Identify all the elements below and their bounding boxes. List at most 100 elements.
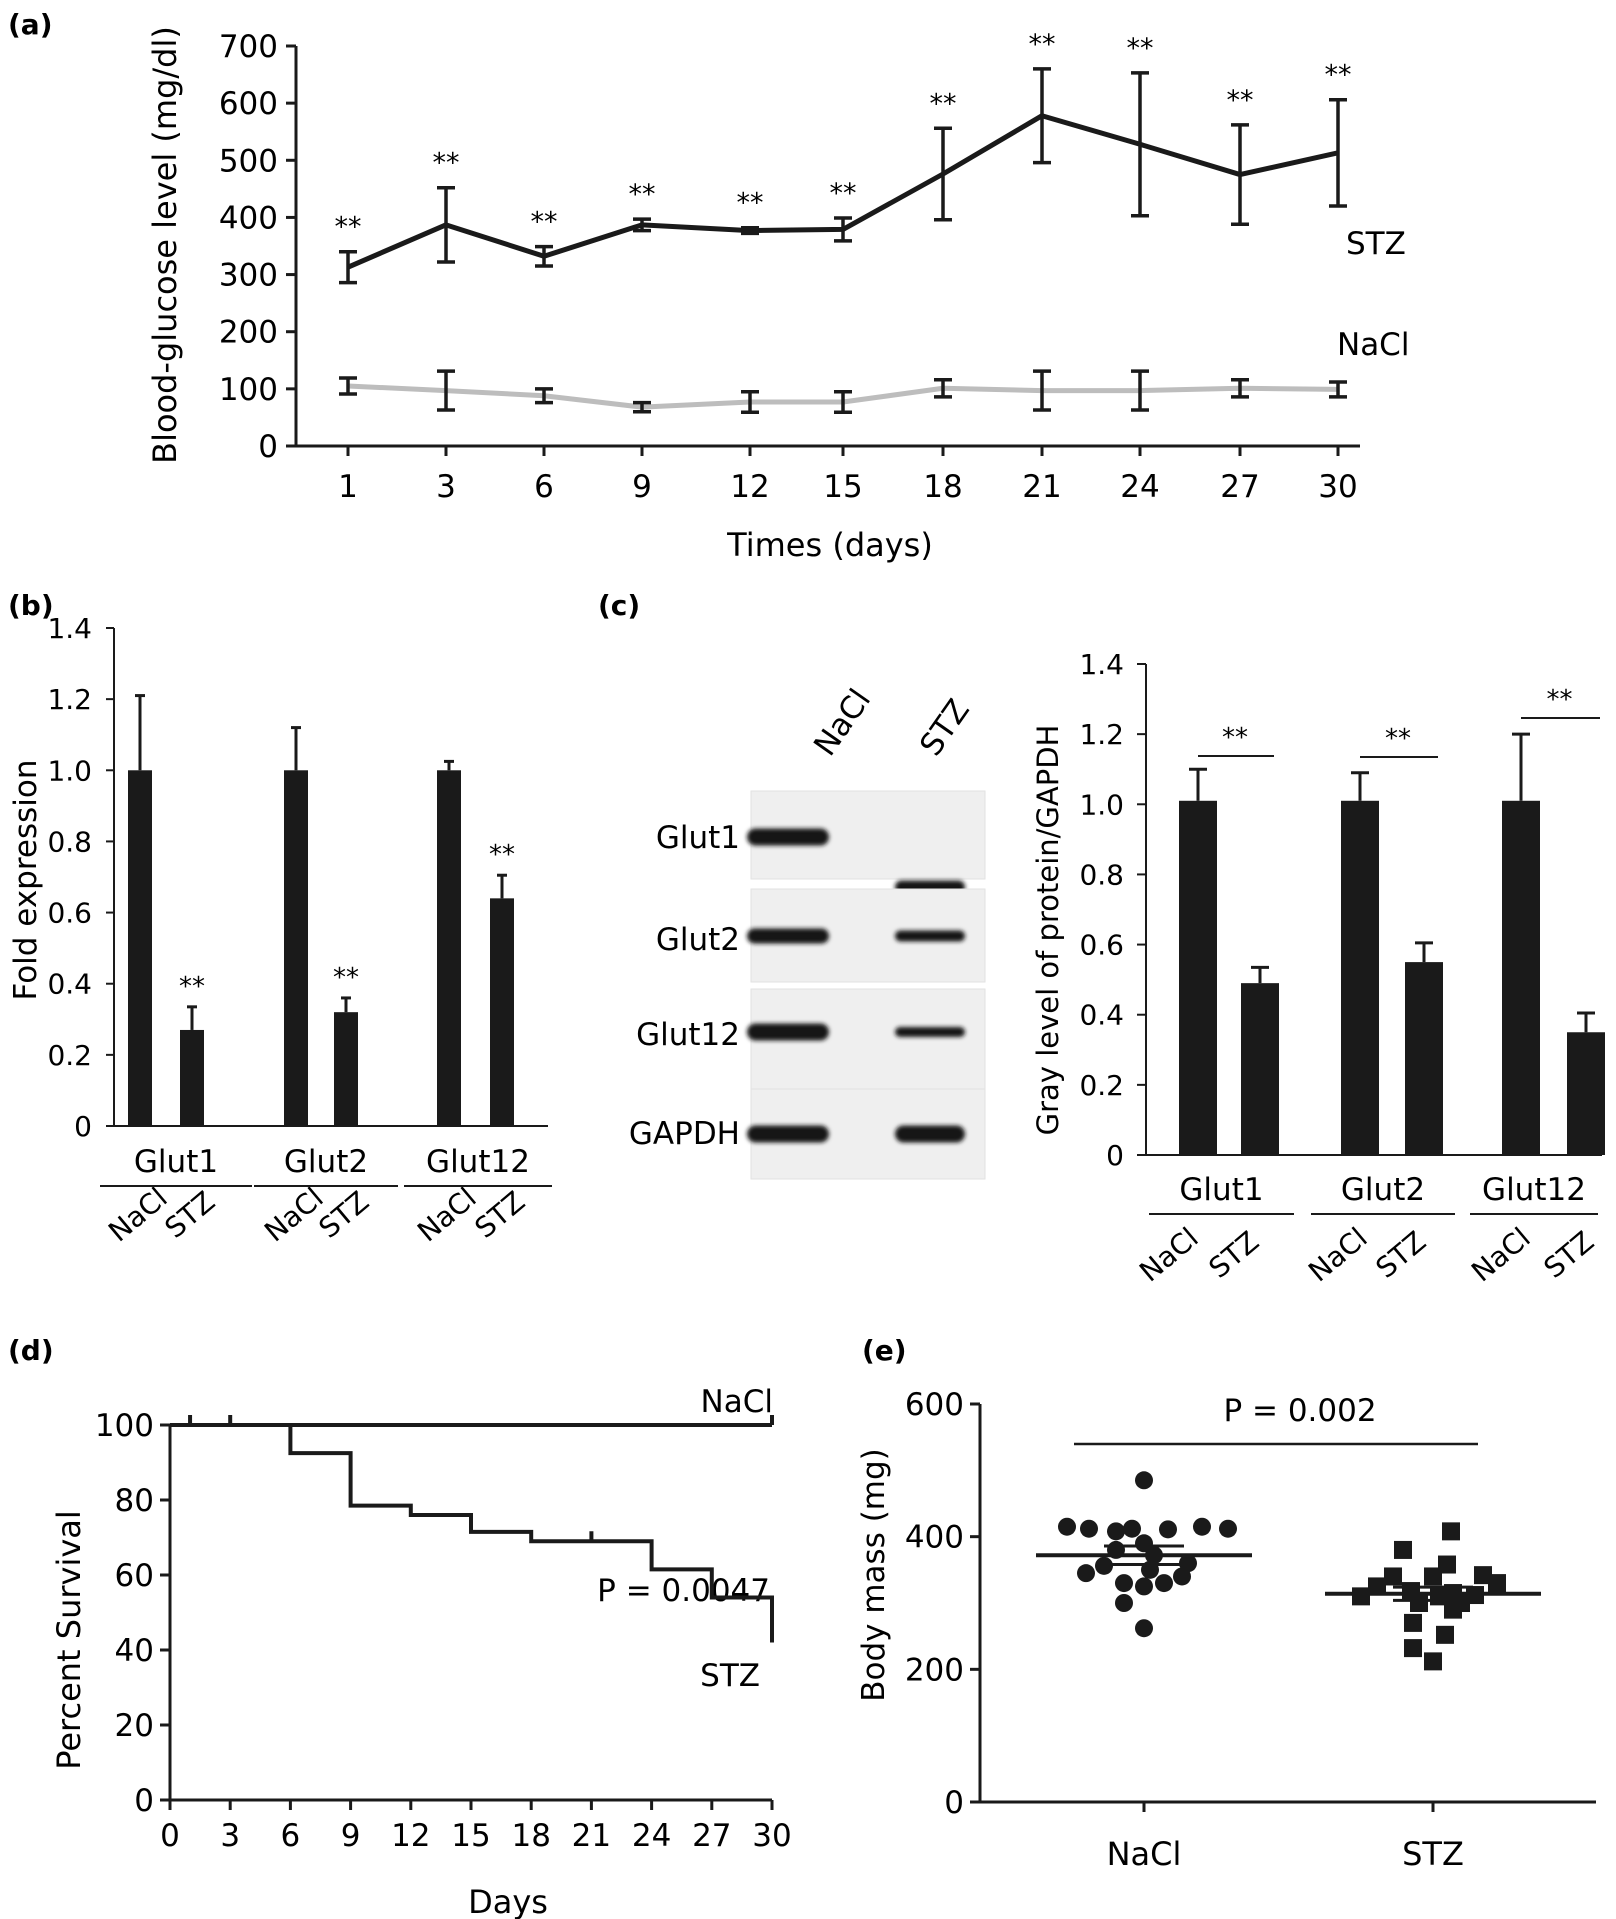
panel-c-bar-label: NaCl — [1133, 1221, 1204, 1288]
panel-c-bar-glut1-nacl — [1179, 800, 1217, 1155]
panel-c-significance: ** — [1385, 724, 1411, 754]
panel-a-y-tick-label: 100 — [219, 372, 278, 408]
panel-a-x-tick-label: 24 — [1120, 469, 1159, 505]
blot-row-label: Glut2 — [656, 922, 740, 958]
panel-e-point-nacl — [1135, 1534, 1153, 1553]
panel-b-bar-label: STZ — [469, 1185, 532, 1245]
panel-c-y-tick-label: 1.2 — [1079, 718, 1124, 751]
panel-a-y-tick-label: 300 — [219, 258, 278, 294]
panel-c-group-label: Glut2 — [1341, 1172, 1425, 1208]
panel-c-y-tick-label: 0.8 — [1079, 858, 1124, 891]
blot-band — [895, 1027, 965, 1037]
panel-e-chart: 0 200 400 600 NaCl STZ — [905, 1387, 1596, 1873]
panel-e-point-stz — [1404, 1613, 1422, 1632]
panel-a-y-title: Blood-glucose level (mg/dl) — [146, 26, 184, 464]
panel-a-significance: ** — [1029, 29, 1056, 60]
panel-a-label: (a) — [8, 8, 53, 41]
panel-e-point-nacl — [1135, 1577, 1153, 1596]
panel-d-x-title: Days — [468, 1883, 548, 1919]
panel-e-point-nacl — [1135, 1619, 1153, 1638]
panel-b-bar-glut1-nacl — [128, 770, 152, 1126]
panel-c-y-tick-label: 0.4 — [1079, 999, 1124, 1032]
panel-a-x-tick-label: 30 — [1318, 469, 1357, 505]
panel-c-y-tick-label: 0 — [1106, 1139, 1124, 1172]
panel-b-y-tick-label: 0.6 — [47, 897, 92, 930]
blot-band — [747, 1125, 829, 1143]
panel-a-significance: ** — [433, 148, 460, 179]
panel-c-western-blot: NaCl STZ Glut1 Glut2 Glut12 GAPDH — [629, 683, 986, 1180]
panel-b-label: (b) — [8, 589, 54, 622]
panel-e-y-tick-label: 600 — [905, 1387, 964, 1423]
blot-lane-label: STZ — [913, 693, 977, 763]
panel-a-x-tick-label: 21 — [1022, 469, 1061, 505]
panel-d-x-tick-label: 9 — [341, 1818, 361, 1854]
panel-a-significance: ** — [830, 178, 857, 209]
panel-e-point-nacl — [1058, 1517, 1076, 1536]
panel-b-bar-glut12-stz — [490, 898, 514, 1126]
blot-band — [895, 930, 965, 942]
panel-a-significance: ** — [1227, 85, 1254, 116]
panel-b-bar-label: STZ — [313, 1185, 376, 1245]
panel-e-point-nacl — [1107, 1522, 1125, 1541]
panel-e-point-stz — [1384, 1567, 1402, 1586]
panel-e-point-nacl — [1115, 1594, 1133, 1612]
panel-c-y-tick-label: 1.4 — [1079, 648, 1124, 681]
panel-a-x-tick-label: 6 — [534, 469, 554, 505]
panel-d-x-tick-label: 18 — [511, 1818, 550, 1854]
panel-b-y-tick-label: 0.4 — [47, 968, 92, 1001]
panel-b-y-tick-label: 0.8 — [47, 825, 92, 858]
panel-e-point-nacl — [1115, 1574, 1133, 1593]
panel-e-label: (e) — [862, 1334, 907, 1367]
panel-c-y-title: Gray level of protein/GAPDH — [1031, 725, 1065, 1136]
panel-b-significance: ** — [179, 972, 205, 1002]
panel-a-x-tick-label: 12 — [730, 469, 769, 505]
blot-band — [895, 1125, 965, 1143]
panel-c-significance: ** — [1547, 685, 1573, 715]
panel-a-y-tick-label: 200 — [219, 315, 278, 351]
panel-d-x-tick-label: 3 — [220, 1818, 240, 1854]
panel-e-point-stz — [1488, 1574, 1506, 1593]
panel-c-bar-glut1-stz — [1241, 983, 1279, 1155]
panel-e-point-nacl — [1159, 1520, 1177, 1539]
panel-a-x-tick-label: 18 — [923, 469, 962, 505]
panel-e-point-stz — [1424, 1567, 1442, 1586]
blot-band — [747, 1023, 829, 1041]
panel-a-nacl-label: NaCl — [1337, 327, 1409, 363]
panel-d-x-tick-label: 24 — [632, 1818, 671, 1854]
panel-e-point-stz — [1394, 1540, 1412, 1559]
panel-e-point-stz — [1474, 1566, 1492, 1585]
panel-e-x-tick-label: NaCl — [1107, 1835, 1182, 1873]
panel-c-significance: ** — [1222, 723, 1248, 753]
panel-c-bar-label: STZ — [1370, 1225, 1433, 1285]
panel-e-point-nacl — [1219, 1519, 1237, 1538]
panel-d-y-tick-label: 20 — [115, 1708, 154, 1744]
panel-a-y-tick-label: 700 — [219, 29, 278, 65]
panel-d-stz-label: STZ — [700, 1658, 760, 1694]
blot-row-label: Glut1 — [656, 820, 740, 856]
panel-e-point-stz — [1404, 1639, 1422, 1658]
panel-d-x-tick-label: 6 — [281, 1818, 301, 1854]
panel-d-x-tick-label: 0 — [160, 1818, 180, 1854]
panel-a-chart: 0 100 200 300 400 500 600 700 1 3 6 9 12 15 18 21 24 27 30… — [219, 29, 1360, 505]
panel-a-significance: ** — [531, 207, 558, 238]
panel-e-point-nacl — [1080, 1519, 1098, 1538]
panel-a-x-tick-label: 3 — [436, 469, 456, 505]
panel-c-group-label: Glut1 — [1179, 1172, 1263, 1208]
panel-c-chart: 00.20.40.60.81.01.21.4NaClSTZ**Glut1NaCl… — [1079, 648, 1605, 1288]
panel-e-y-title: Body mass (mg) — [856, 1448, 892, 1702]
panel-e-x-tick-label: STZ — [1402, 1835, 1464, 1873]
panel-d-x-tick-label: 27 — [692, 1818, 731, 1854]
panel-a-x-tick-label: 27 — [1220, 469, 1259, 505]
panel-b-group-label: Glut2 — [284, 1144, 368, 1180]
panel-e-point-nacl — [1135, 1471, 1153, 1490]
panel-a-y-tick-label: 0 — [258, 429, 278, 465]
panel-b-bar-label: STZ — [159, 1185, 222, 1245]
panel-b-y-tick-label: 1.0 — [47, 754, 92, 787]
panel-c-bar-glut2-nacl — [1341, 800, 1379, 1155]
panel-c-bar-label: STZ — [1203, 1225, 1266, 1285]
panel-a-significance: ** — [737, 188, 764, 219]
panel-b-bar-label: NaCl — [411, 1181, 482, 1248]
panel-a-stz-label: STZ — [1346, 226, 1406, 262]
panel-a-significance: ** — [1325, 60, 1352, 91]
